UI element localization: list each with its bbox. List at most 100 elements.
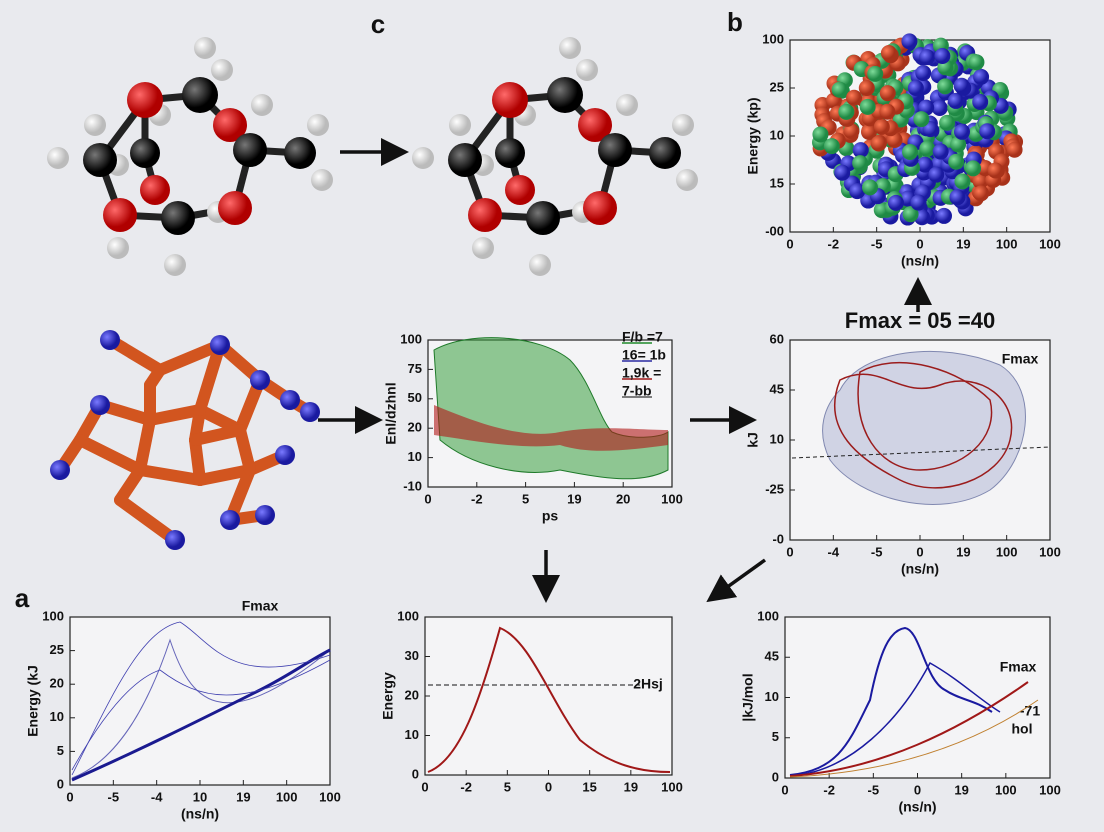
sphere [860,123,877,140]
x-tick-label: 19 [567,491,581,506]
sphere [859,98,876,115]
hydrogen [559,37,581,59]
strut [194,464,256,486]
sphere [939,114,956,131]
y-axis-label: Enl/dzhnl [383,382,399,444]
sphere [870,135,887,152]
annotation: Fmax [1002,351,1039,367]
sphere [987,162,1004,179]
legend-label: 16= 1b [622,347,666,363]
y-tick-label: 10 [770,127,784,142]
x-tick-label: -4 [151,789,163,804]
y-tick-label: 100 [397,608,419,623]
hydrogen [211,59,233,81]
strut [234,424,256,476]
y-tick-label: 50 [408,390,422,405]
atom [547,77,583,113]
y-tick-label: 30 [405,648,419,663]
hydrogen [672,114,694,136]
sphere [932,143,949,160]
y-tick-label: 60 [770,331,784,346]
x-tick-label: -5 [871,544,883,559]
sphere [919,49,936,66]
node [90,395,110,415]
y-tick-label: -0 [772,531,784,546]
sphere [910,194,927,211]
sphere [948,153,965,170]
strut [189,434,206,486]
sphere [838,103,855,120]
x-tick-label: 5 [504,779,511,794]
hydrogen [107,237,129,259]
sphere [950,136,967,153]
node [280,390,300,410]
x-tick-label: 19 [624,779,638,794]
sphere [953,77,970,94]
panel-label: c [371,9,385,39]
atom [505,175,535,205]
y-tick-label: 10 [765,689,779,704]
hydrogen [676,169,698,191]
annotation: hol [1012,721,1033,737]
strut [189,424,246,446]
sphere [879,85,896,102]
panel-label: b [727,7,743,37]
x-tick-label: 15 [582,779,596,794]
x-tick-label: 19 [956,544,970,559]
y-tick-label: 25 [770,79,784,94]
atom [213,108,247,142]
sphere [907,80,924,97]
sphere [902,144,919,161]
network [50,330,320,550]
x-tick-label: 100 [996,236,1018,251]
sphere [965,160,982,177]
sphere [1006,141,1023,158]
sphere [979,123,996,140]
x-tick-label: 0 [421,779,428,794]
strut [74,434,146,476]
molecule [412,37,698,276]
node [165,530,185,550]
sphere [973,185,990,202]
sphere [834,164,851,181]
atom [103,198,137,232]
sphere [873,118,890,135]
x-tick-label: -5 [871,236,883,251]
x-axis-label: (ns/n) [901,253,939,269]
y-axis-label: |kJ/mol [740,673,756,721]
x-tick-label: 100 [1039,782,1061,797]
sphere [849,183,866,200]
sphere [972,93,989,110]
sphere [852,142,869,159]
node [220,510,240,530]
x-tick-label: 0 [66,789,73,804]
hydrogen [47,147,69,169]
legend-label: 7-bb [622,383,652,399]
hydrogen [311,169,333,191]
sphere [879,103,896,120]
x-tick-label: -2 [471,491,483,506]
x-tick-label: -4 [828,544,840,559]
sphere [852,155,869,172]
sphere [973,68,990,85]
node [210,335,230,355]
hydrogen [307,114,329,136]
y-tick-label: 0 [412,766,419,781]
x-tick-label: 0 [545,779,552,794]
y-tick-label: 100 [400,331,422,346]
sphere [861,179,878,196]
hydrogen [472,237,494,259]
sphere [812,126,829,143]
x-tick-label: 0 [916,236,923,251]
y-tick-label: 10 [408,449,422,464]
node [275,445,295,465]
y-tick-label: 100 [757,608,779,623]
y-tick-label: 5 [57,743,64,758]
atom [284,137,316,169]
sphere [913,111,930,128]
x-tick-label: 100 [1039,544,1061,559]
sphere [953,123,970,140]
node [250,370,270,390]
